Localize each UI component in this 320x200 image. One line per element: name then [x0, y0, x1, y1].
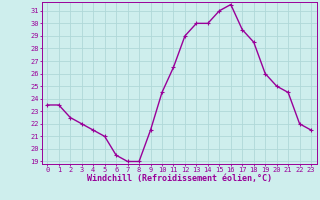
X-axis label: Windchill (Refroidissement éolien,°C): Windchill (Refroidissement éolien,°C): [87, 174, 272, 183]
